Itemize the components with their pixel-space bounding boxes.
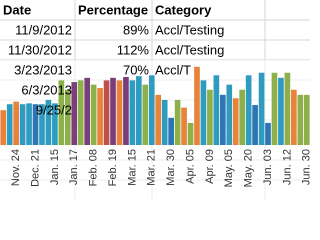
bar — [161, 99, 168, 145]
bar — [45, 99, 52, 145]
cell-text: Accl/Testing — [155, 42, 224, 57]
cell-text: 3/23/2013 — [14, 62, 72, 77]
bar — [142, 84, 149, 145]
bar — [0, 110, 7, 145]
bar — [297, 94, 304, 145]
bar — [226, 84, 233, 145]
bar — [148, 75, 155, 145]
bar — [77, 80, 84, 145]
x-tick-label: Apr. 09 — [204, 149, 216, 184]
x-tick-label: Apr. 05 — [184, 149, 196, 184]
x-tick-label: Jun. 03 — [262, 149, 274, 185]
bar — [213, 75, 220, 145]
cell-text: 112% — [117, 42, 150, 57]
bar — [194, 66, 200, 145]
x-tick-label: Jan. 17 — [68, 149, 80, 185]
bar — [136, 76, 142, 145]
bar — [207, 89, 213, 145]
x-tick-label: Dec. 21 — [29, 149, 41, 187]
cell-text: 11/30/2012 — [8, 42, 72, 57]
cell-text: 89% — [123, 22, 149, 37]
cell-text: 70% — [123, 62, 149, 77]
bar — [278, 77, 284, 145]
chart-area — [0, 60, 310, 200]
x-tick-label: May. 20 — [243, 149, 255, 187]
bar — [64, 89, 71, 145]
x-tick-label: Feb. 19 — [107, 149, 119, 186]
x-tick-label: Mar. 30 — [165, 149, 177, 186]
bar — [6, 104, 13, 145]
bar — [58, 80, 65, 145]
bar — [19, 104, 26, 145]
bar — [303, 94, 310, 145]
bar — [39, 104, 45, 145]
bar — [181, 107, 187, 145]
bar — [32, 104, 39, 145]
bar — [103, 80, 110, 145]
bar — [26, 103, 32, 145]
column-header: Date — [3, 2, 31, 17]
bar — [265, 122, 271, 145]
screenshot: Nov. 24 Dec. 21 Jan. 15 Jan. 17 Feb. 08 Feb. … — [0, 0, 310, 200]
x-tick-label: Jun. 12 — [281, 149, 293, 185]
bar — [219, 94, 226, 145]
cell-text: 9/25/2 — [36, 102, 72, 117]
bar — [110, 77, 116, 145]
bar — [187, 122, 194, 145]
bar — [155, 94, 162, 145]
bar — [258, 72, 265, 145]
x-tick-label: May. 05 — [223, 149, 235, 187]
column-header: Category — [155, 2, 212, 17]
bar — [123, 77, 129, 145]
bar — [97, 88, 103, 145]
bar — [200, 80, 207, 145]
page: {"table": {"columns": ["Date", "Percenta… — [0, 0, 310, 200]
bar — [116, 80, 123, 145]
x-tick-label: Nov. 24 — [10, 149, 22, 186]
column-header: Percentage — [78, 2, 148, 17]
bar — [52, 103, 58, 145]
bar — [90, 84, 97, 145]
x-tick-label: Mar. 21 — [146, 149, 158, 186]
bar — [84, 77, 91, 145]
cell-text: 6/3/2013 — [21, 82, 72, 97]
bar — [271, 72, 278, 145]
x-tick-label: Jun. 30 — [301, 149, 310, 185]
bar — [239, 89, 246, 145]
bar — [71, 82, 78, 145]
bar — [252, 105, 258, 145]
cell-text: Accl/Testing — [155, 22, 224, 37]
cell-text: 11/9/2012 — [15, 22, 72, 37]
x-tick-label: Feb. 08 — [88, 149, 100, 186]
bar — [174, 99, 181, 145]
bar — [232, 98, 239, 145]
x-tick-label: Mar. 15 — [126, 149, 138, 186]
bar — [129, 80, 136, 145]
bar — [284, 72, 291, 145]
bar — [168, 117, 174, 145]
bar — [13, 101, 19, 145]
x-tick-label: Jan. 15 — [49, 149, 61, 185]
cell-text: Accl/T — [155, 62, 191, 77]
bar — [245, 75, 252, 145]
bar — [291, 89, 297, 145]
